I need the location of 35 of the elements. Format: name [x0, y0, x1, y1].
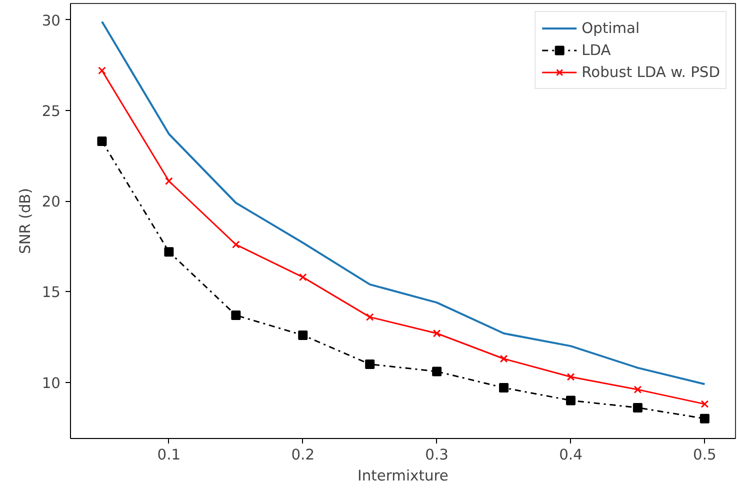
- legend-label: LDA: [582, 42, 611, 58]
- x-tick-label: 0.2: [291, 446, 315, 464]
- legend-label: Robust LDA w. PSD: [582, 64, 720, 80]
- point: [700, 400, 709, 408]
- point: [165, 177, 173, 186]
- point: [298, 273, 307, 282]
- point: [97, 136, 107, 146]
- point: [499, 383, 509, 392]
- point: [500, 354, 508, 363]
- point: [298, 330, 308, 340]
- y-tick-label: 20: [42, 194, 61, 211]
- x-axis-title: Intermixture: [358, 468, 448, 484]
- x-tick-label: 0.4: [559, 446, 582, 464]
- y-tick-label: 30: [42, 12, 61, 30]
- point: [432, 329, 441, 338]
- point: [366, 313, 374, 321]
- point: [632, 402, 642, 412]
- point: [232, 240, 240, 248]
- x-tick-label: 0.3: [425, 446, 448, 464]
- point: [566, 396, 576, 406]
- y-axis-title: SNR (dB): [16, 188, 34, 254]
- point: [231, 310, 241, 320]
- x-tick-label: 0.1: [157, 446, 181, 464]
- y-tick-label: 15: [42, 284, 61, 302]
- x-tick-label: 0.5: [693, 446, 716, 464]
- point: [634, 386, 642, 394]
- point: [566, 372, 575, 381]
- point: [700, 414, 710, 424]
- y-tick-label: 25: [42, 102, 61, 120]
- y-tick-label: 10: [42, 374, 61, 392]
- point: [432, 366, 442, 376]
- point: [365, 359, 375, 369]
- legend-label: Optimal: [582, 20, 640, 36]
- point: [164, 247, 174, 257]
- point: [98, 66, 106, 74]
